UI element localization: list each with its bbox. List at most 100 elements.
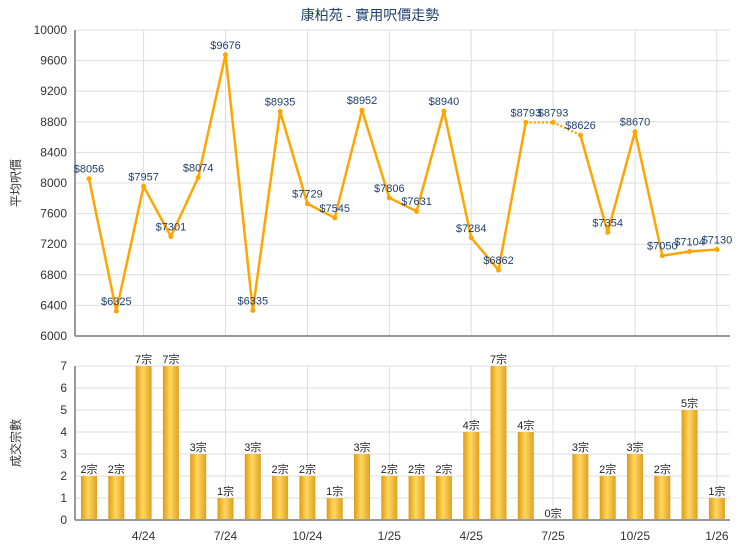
bar-data-label: 2宗 bbox=[108, 462, 125, 476]
line-point bbox=[523, 119, 529, 125]
line-data-label: $8074 bbox=[183, 162, 214, 174]
line-point bbox=[141, 183, 147, 189]
line-segment bbox=[115, 186, 145, 312]
line-point bbox=[577, 132, 583, 138]
bar-data-label: 2宗 bbox=[381, 462, 398, 476]
line-data-label: $6325 bbox=[101, 296, 132, 308]
bar-y-tick-label: 3 bbox=[60, 447, 67, 461]
line-data-label: $7301 bbox=[156, 221, 187, 233]
bar-data-label: 2宗 bbox=[654, 462, 671, 476]
bar-y-axis-label: 成交宗數 bbox=[8, 419, 23, 467]
bar-data-label: 4宗 bbox=[517, 418, 534, 432]
line-data-label: $8793 bbox=[511, 107, 542, 119]
line-segment bbox=[442, 110, 473, 239]
bar bbox=[217, 498, 234, 520]
line-segment bbox=[306, 202, 336, 219]
bar bbox=[381, 476, 398, 520]
line-point bbox=[250, 307, 256, 313]
line-segment bbox=[633, 131, 664, 256]
x-tick-label: 7/25 bbox=[541, 529, 565, 543]
bar bbox=[627, 454, 643, 520]
bar-y-tick-label: 0 bbox=[60, 513, 67, 527]
x-tick-label: 10/24 bbox=[292, 529, 322, 543]
line-point bbox=[550, 119, 556, 125]
x-tick-label: 7/24 bbox=[214, 529, 238, 543]
bar-data-label: 3宗 bbox=[244, 440, 261, 454]
bar-data-label: 3宗 bbox=[626, 440, 643, 454]
line-segment bbox=[470, 236, 500, 271]
line-segment bbox=[278, 111, 309, 205]
line-data-label: $8952 bbox=[347, 95, 378, 107]
line-y-tick-label: 8000 bbox=[40, 176, 67, 190]
line-y-tick-label: 9200 bbox=[40, 84, 67, 98]
line-point bbox=[223, 52, 228, 58]
line-y-tick-label: 8800 bbox=[40, 115, 67, 129]
line-point bbox=[113, 308, 119, 314]
line-y-tick-label: 6400 bbox=[40, 298, 67, 312]
line-data-label: $8056 bbox=[74, 164, 105, 176]
line-point bbox=[441, 108, 447, 114]
line-point bbox=[687, 249, 693, 255]
bar-data-label: 1宗 bbox=[708, 484, 725, 498]
bar bbox=[108, 476, 125, 520]
line-point bbox=[468, 235, 474, 241]
line-data-label: $8626 bbox=[565, 120, 596, 132]
bar bbox=[708, 498, 725, 520]
line-data-label: $7130 bbox=[702, 235, 733, 247]
bar bbox=[599, 476, 616, 520]
bar-data-label: 2宗 bbox=[408, 462, 425, 476]
line-point bbox=[386, 195, 392, 201]
line-segment bbox=[87, 178, 118, 312]
bar bbox=[490, 366, 507, 520]
x-tick-label: 1/25 bbox=[378, 529, 402, 543]
line-segment bbox=[224, 54, 255, 311]
bar-data-label: 1宗 bbox=[326, 484, 343, 498]
bar bbox=[354, 454, 370, 520]
line-point bbox=[659, 253, 665, 259]
bar bbox=[463, 432, 480, 520]
line-data-label: $8940 bbox=[429, 96, 460, 108]
bar bbox=[190, 454, 207, 520]
line-y-axis-label: 平均呎價 bbox=[9, 159, 23, 207]
line-segment bbox=[333, 109, 364, 219]
line-segment bbox=[142, 185, 172, 238]
line-data-label: $8670 bbox=[620, 117, 651, 129]
line-point bbox=[168, 233, 174, 239]
line-data-label: $7729 bbox=[292, 189, 323, 201]
line-data-label: $7631 bbox=[401, 196, 432, 208]
bar-data-label: 2宗 bbox=[80, 462, 97, 476]
line-y-tick-label: 8400 bbox=[40, 145, 67, 159]
bar-data-label: 2宗 bbox=[299, 462, 316, 476]
line-y-tick-label: 10000 bbox=[34, 23, 68, 37]
bar-data-label: 3宗 bbox=[190, 440, 207, 454]
bar bbox=[435, 476, 452, 520]
line-segment bbox=[606, 131, 637, 233]
line-y-tick-label: 6800 bbox=[40, 268, 67, 282]
line-point bbox=[414, 208, 420, 214]
line-point bbox=[359, 107, 365, 113]
bar bbox=[81, 476, 97, 520]
bar-y-tick-label: 1 bbox=[60, 491, 67, 505]
bar bbox=[681, 410, 698, 520]
x-tick-label: 1/26 bbox=[705, 529, 729, 543]
line-y-tick-label: 7200 bbox=[40, 237, 67, 251]
bar-data-label: 7宗 bbox=[490, 352, 507, 366]
line-segment bbox=[360, 109, 391, 199]
line-data-label: $6335 bbox=[238, 295, 269, 307]
line-segment bbox=[169, 176, 200, 237]
bar-y-tick-label: 6 bbox=[60, 381, 67, 395]
line-y-tick-label: 6000 bbox=[40, 329, 67, 343]
line-point bbox=[277, 108, 283, 114]
bar bbox=[244, 454, 261, 520]
line-point bbox=[332, 215, 338, 221]
line-segment bbox=[251, 111, 282, 311]
bar bbox=[572, 454, 589, 520]
bar-y-tick-label: 4 bbox=[60, 425, 67, 439]
line-point bbox=[86, 176, 92, 182]
bar-data-label: 3宗 bbox=[353, 440, 370, 454]
bar bbox=[408, 476, 425, 520]
line-point bbox=[714, 247, 720, 253]
line-segment bbox=[388, 196, 418, 213]
